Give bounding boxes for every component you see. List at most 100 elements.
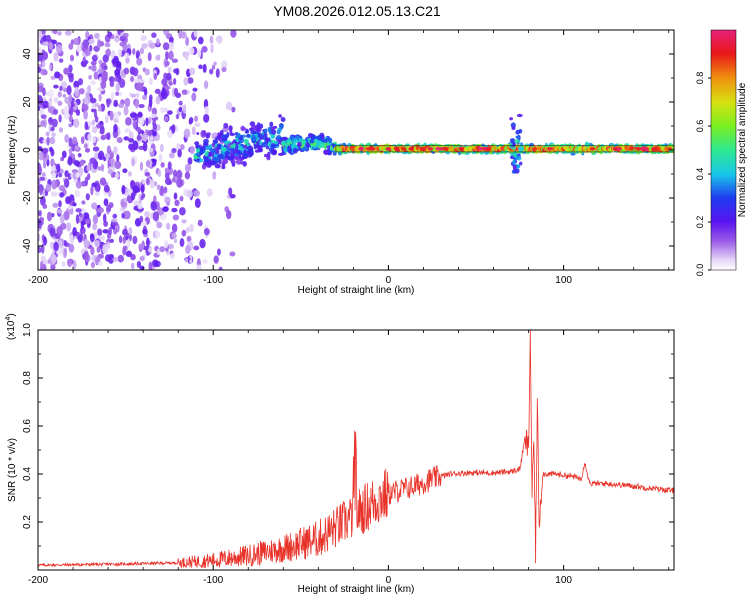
spectrogram-cell bbox=[94, 32, 100, 40]
spectrogram-cell bbox=[84, 147, 91, 153]
spectrogram-cell bbox=[75, 208, 82, 213]
spectrogram-cell bbox=[126, 238, 131, 249]
spectrogram-cell bbox=[160, 90, 168, 100]
spectrogram-cell bbox=[139, 161, 144, 171]
spectrogram-cell bbox=[91, 125, 98, 134]
spectrogram-cell bbox=[292, 137, 296, 141]
spectrogram-cell bbox=[69, 234, 74, 243]
spectrogram-cell bbox=[54, 71, 60, 79]
spectrogram-cell bbox=[200, 158, 204, 163]
spectrogram-cell bbox=[312, 134, 317, 140]
spectrogram-cell bbox=[53, 84, 59, 89]
spectrogram-cell bbox=[194, 198, 201, 209]
spectrogram-cell bbox=[187, 157, 193, 165]
spectrogram-cell bbox=[204, 106, 209, 115]
spectrogram-cell bbox=[135, 50, 141, 58]
spectrogram-cell bbox=[206, 163, 212, 168]
spectrogram-cell bbox=[69, 54, 75, 62]
spectrogram-cell bbox=[89, 157, 97, 164]
spectrogram-cell bbox=[118, 78, 126, 89]
spectrogram-cell bbox=[116, 60, 122, 68]
spectrogram-cell bbox=[235, 159, 242, 165]
spectrogram-cell bbox=[196, 131, 200, 136]
spectrogram-cell bbox=[185, 52, 189, 61]
spectrogram-cell bbox=[91, 202, 98, 210]
spectrogram-cell bbox=[313, 138, 319, 143]
spectrogram-cell bbox=[45, 131, 50, 137]
spectrogram-cell bbox=[267, 151, 271, 158]
spectrogram-cell bbox=[271, 149, 278, 156]
spectrogram-cell bbox=[113, 124, 118, 133]
spectrogram-cell bbox=[60, 156, 65, 162]
spectrogram-cell bbox=[53, 97, 59, 103]
spectrogram-cell bbox=[114, 160, 122, 170]
spectrogram-cell bbox=[257, 126, 262, 133]
spectrogram-cell bbox=[46, 158, 50, 167]
spectrogram-cell bbox=[214, 163, 221, 169]
spectrogram-cell bbox=[161, 78, 168, 86]
spectrogram-cell bbox=[49, 146, 53, 153]
spectrogram-cell bbox=[229, 251, 236, 257]
spectrogram-cell bbox=[292, 147, 298, 154]
spectrogram-cell bbox=[83, 143, 88, 149]
spectrogram-cell bbox=[144, 172, 151, 177]
spectrogram-cell bbox=[276, 130, 281, 135]
spectrogram-cell bbox=[153, 131, 157, 137]
spectrogram-cell bbox=[98, 93, 102, 102]
spectrogram-cell bbox=[148, 116, 152, 125]
spectrogram-cell bbox=[229, 144, 236, 148]
spectrogram-cell bbox=[109, 80, 115, 88]
spectrogram-cell bbox=[90, 80, 96, 86]
spectrogram-cell bbox=[59, 214, 65, 224]
spectrogram-cell bbox=[48, 97, 53, 103]
spectrogram-cell bbox=[319, 141, 325, 148]
spectrogram-cell bbox=[52, 108, 59, 115]
spectrogram-cell bbox=[183, 77, 189, 86]
spectrogram-cell bbox=[39, 176, 46, 181]
spectrogram-cell bbox=[136, 82, 142, 92]
spectrogram-cell bbox=[81, 103, 89, 112]
spectrogram-cell bbox=[216, 248, 221, 256]
spectrogram-cell bbox=[159, 143, 164, 153]
spectrogram-cell bbox=[284, 147, 288, 154]
spectrogram-cell bbox=[174, 199, 180, 207]
spectrogram-cell bbox=[38, 177, 41, 185]
spectrogram-cell bbox=[76, 43, 83, 53]
spectrogram-cell bbox=[512, 159, 517, 166]
spectrogram-cell bbox=[99, 129, 105, 135]
spectrogram-cell bbox=[42, 204, 48, 209]
spectrogram-cell bbox=[43, 236, 47, 246]
spectrogram-cell bbox=[159, 246, 165, 253]
spectrogram-cell bbox=[137, 115, 145, 126]
spectrogram-cell bbox=[118, 235, 123, 244]
spectrogram-cell bbox=[80, 159, 85, 167]
spectrogram-cell bbox=[270, 142, 276, 149]
spectrogram-cell bbox=[87, 133, 92, 142]
spectrogram-cell bbox=[108, 227, 112, 236]
colorbar-tick-label: 0.6 bbox=[695, 120, 705, 133]
spectrogram-cell bbox=[215, 35, 223, 43]
spectrogram-cell bbox=[358, 147, 364, 151]
spectrogram-cell bbox=[149, 135, 154, 142]
spectrogram-cell bbox=[146, 130, 153, 136]
spectrogram-cell bbox=[53, 241, 59, 252]
spectrogram-cell bbox=[167, 110, 173, 115]
spectrogram-cell bbox=[234, 144, 239, 150]
spectrogram-cell bbox=[518, 161, 523, 166]
spectrogram-cell bbox=[115, 91, 120, 96]
spectrogram-cell bbox=[248, 127, 254, 132]
spectrogram-cell bbox=[140, 35, 147, 42]
spectrogram-cell bbox=[128, 227, 133, 236]
spectrogram-cell bbox=[72, 136, 78, 145]
spectrogram-cell bbox=[99, 235, 105, 241]
spectrogram-cell bbox=[186, 189, 193, 198]
spectrogram-cell bbox=[139, 215, 144, 223]
spectrogram-cell bbox=[78, 211, 83, 218]
spectrogram-cell bbox=[52, 30, 58, 35]
spectrogram-cell bbox=[211, 64, 216, 70]
spectrogram-cell bbox=[68, 64, 73, 73]
spectrogram-cell bbox=[68, 94, 73, 103]
spectrogram-cell bbox=[106, 204, 112, 213]
spectrogram-cell bbox=[80, 136, 85, 145]
spectrogram-cell bbox=[265, 145, 270, 150]
